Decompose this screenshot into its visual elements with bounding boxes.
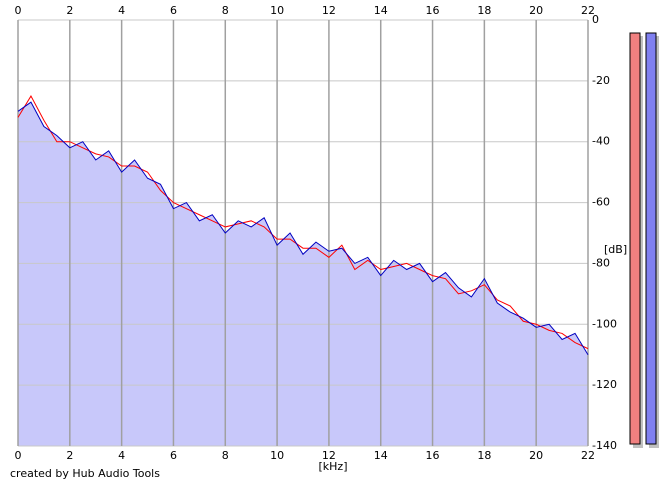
x-tick-label: 14 (374, 449, 388, 462)
y-tick-label: -120 (592, 378, 617, 391)
y-tick-label: -80 (592, 256, 610, 269)
x-tick-label: 22 (581, 449, 595, 462)
x-tick-label: 18 (477, 449, 491, 462)
level-meter-left (629, 32, 641, 445)
y-axis-label: [dB] (604, 243, 627, 256)
x-tick-label-top: 4 (118, 4, 125, 17)
x-tick-label: 12 (322, 449, 336, 462)
x-tick-label-top: 14 (374, 4, 388, 17)
x-tick-label-top: 16 (426, 4, 440, 17)
y-tick-label: 0 (592, 13, 599, 26)
credit: created by Hub Audio Tools (10, 467, 160, 480)
x-tick-label: 10 (270, 449, 284, 462)
x-tick-label: 2 (66, 449, 73, 462)
x-tick-label-top: 2 (66, 4, 73, 17)
spectrum-line (17, 101, 589, 355)
y-tick-label: -20 (592, 74, 610, 87)
y-tick-label: -40 (592, 135, 610, 148)
x-tick-label: 8 (222, 449, 229, 462)
x-tick-label: 0 (15, 449, 22, 462)
x-tick-label: 16 (426, 449, 440, 462)
spectrum-area (18, 102, 588, 447)
x-tick-label-top: 12 (322, 4, 336, 17)
x-tick-label-top: 8 (222, 4, 229, 17)
x-axis-label: [kHz] (319, 460, 348, 473)
x-tick-label-top: 6 (170, 4, 177, 17)
x-tick-label: 4 (118, 449, 125, 462)
y-tick-label: -100 (592, 317, 617, 330)
x-tick-label: 6 (170, 449, 177, 462)
x-tick-label-top: 20 (529, 4, 543, 17)
y-tick-label: -140 (592, 439, 617, 452)
level-meter-right (645, 32, 657, 445)
x-tick-label-top: 22 (581, 4, 595, 17)
y-tick-label: -60 (592, 196, 610, 209)
x-tick-label: 20 (529, 449, 543, 462)
x-tick-label-top: 18 (477, 4, 491, 17)
x-tick-label-top: 0 (15, 4, 22, 17)
x-tick-label-top: 10 (270, 4, 284, 17)
